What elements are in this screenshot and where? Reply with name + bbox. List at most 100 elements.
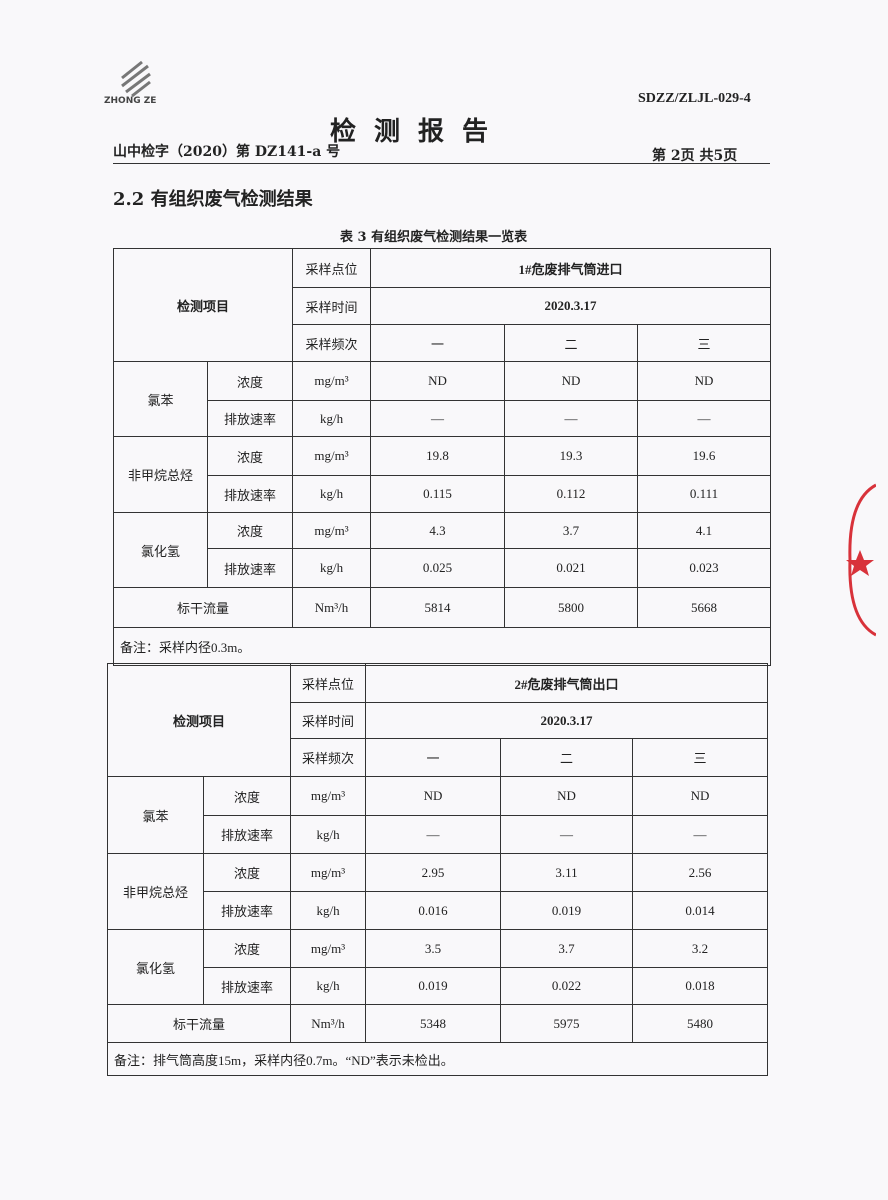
parameter: 浓度 bbox=[202, 853, 292, 892]
parameter: 浓度 bbox=[206, 361, 294, 401]
table-row: 排放速率 kg/h 0.025 0.021 0.023 bbox=[114, 548, 772, 588]
value-cell: 19.3 bbox=[504, 436, 639, 476]
pollutant-name: 氯化氢 bbox=[113, 512, 208, 588]
value-cell: 3.11 bbox=[500, 853, 634, 892]
flow-label: 标干流量 bbox=[112, 587, 294, 628]
table-caption: 表 3 有组织废气检测结果一览表 bbox=[340, 230, 528, 245]
value-cell: 0.019 bbox=[365, 967, 502, 1005]
table-row: 检测项目 采样点位 1#危废排气筒进口 bbox=[112, 248, 772, 362]
zhongze-logo-icon bbox=[121, 60, 151, 98]
section-title: 2.2 有组织废气检测结果 bbox=[113, 189, 313, 210]
flow-value: 5480 bbox=[632, 1004, 769, 1043]
sampling-point: 2#危废排气筒出口 bbox=[365, 663, 769, 703]
frequency-2: 二 bbox=[500, 738, 634, 777]
frequency-1: 一 bbox=[365, 738, 502, 777]
unit: kg/h bbox=[292, 475, 372, 513]
value-cell: ND bbox=[370, 361, 506, 401]
value-cell: 0.014 bbox=[632, 891, 769, 930]
table-row: 氯苯 浓度 mg/m³ ND ND ND bbox=[107, 776, 769, 854]
table-row: 采样频次一二三 bbox=[108, 738, 769, 777]
frequency-1: 一 bbox=[370, 324, 506, 362]
value-cell: ND bbox=[632, 776, 769, 816]
header-divider bbox=[113, 163, 770, 164]
value-cell: 0.115 bbox=[370, 475, 506, 513]
value-cell: 0.112 bbox=[504, 475, 639, 513]
value-cell: 3.5 bbox=[365, 929, 502, 968]
sampling-point: 1#危废排气筒进口 bbox=[370, 248, 772, 288]
value-cell: — bbox=[500, 815, 634, 854]
parameter: 排放速率 bbox=[206, 475, 294, 513]
value-cell: 0.025 bbox=[370, 548, 506, 588]
value-cell: ND bbox=[504, 361, 639, 401]
value-cell: 0.018 bbox=[632, 967, 769, 1005]
table-row: 氯化氢 浓度 mg/m³ 4.3 3.7 4.1 bbox=[113, 512, 772, 588]
unit: mg/m³ bbox=[292, 361, 372, 401]
freq-label: 采样频次 bbox=[290, 738, 367, 777]
value-cell: 4.1 bbox=[637, 512, 772, 549]
unit: kg/h bbox=[292, 400, 372, 437]
table-row: 采样时间 2020.3.17 bbox=[114, 287, 772, 325]
value-cell: 19.6 bbox=[637, 436, 772, 476]
value-cell: 0.019 bbox=[500, 891, 634, 930]
value-cell: 4.3 bbox=[370, 512, 506, 549]
flow-unit: Nm³/h bbox=[292, 587, 372, 628]
table-row: 标干流量 Nm³/h 5348 5975 5480 bbox=[106, 1004, 769, 1043]
parameter: 浓度 bbox=[206, 512, 294, 549]
parameter: 排放速率 bbox=[202, 815, 292, 854]
freq-label: 采样频次 bbox=[292, 324, 372, 362]
sampling-time: 2020.3.17 bbox=[365, 702, 769, 739]
table-row: 排放速率 kg/h — — — bbox=[114, 400, 772, 437]
report-number: 山中检字（2020）第 DZ141-a 号 bbox=[113, 144, 341, 160]
flow-unit: Nm³/h bbox=[290, 1004, 367, 1043]
time-label: 采样时间 bbox=[292, 287, 372, 325]
parameter: 浓度 bbox=[206, 436, 294, 476]
value-cell: — bbox=[632, 815, 769, 854]
parameter: 浓度 bbox=[202, 776, 292, 816]
unit: mg/m³ bbox=[292, 436, 372, 476]
item-header: 检测项目 bbox=[106, 663, 292, 777]
table-row: 排放速率 kg/h 0.115 0.112 0.111 bbox=[114, 475, 772, 513]
point-label: 采样点位 bbox=[290, 663, 367, 703]
value-cell: 0.021 bbox=[504, 548, 639, 588]
logo-text: ZHONG ZE bbox=[104, 96, 157, 106]
table-row: 检测项目 采样点位 2#危废排气筒出口 bbox=[106, 663, 769, 777]
results-table-1: 检测项目 采样点位 1#危废排气筒进口 采样时间 2020.3.17 采样频次一二三氯苯浓… bbox=[112, 248, 772, 666]
table-row: 排放速率 kg/h — — — bbox=[108, 815, 769, 854]
point-label: 采样点位 bbox=[292, 248, 372, 288]
page-number: 第 2页 共5页 bbox=[652, 148, 738, 164]
value-cell: — bbox=[370, 400, 506, 437]
pollutant-name: 非甲烷总烃 bbox=[113, 436, 208, 513]
parameter: 排放速率 bbox=[206, 548, 294, 588]
frequency-2: 二 bbox=[504, 324, 639, 362]
flow-value: 5975 bbox=[500, 1004, 634, 1043]
results-table-2: 检测项目 采样点位 2#危废排气筒出口 采样时间 2020.3.17 采样频次一二三氯苯浓… bbox=[106, 663, 769, 1076]
pollutant-name: 氯化氢 bbox=[107, 929, 204, 1005]
value-cell: 2.56 bbox=[632, 853, 769, 892]
frequency-3: 三 bbox=[632, 738, 769, 777]
red-seal-stamp-icon bbox=[846, 483, 876, 637]
parameter: 排放速率 bbox=[206, 400, 294, 437]
time-label: 采样时间 bbox=[290, 702, 367, 739]
unit: kg/h bbox=[292, 548, 372, 588]
parameter: 排放速率 bbox=[202, 891, 292, 930]
table-row: 排放速率 kg/h 0.019 0.022 0.018 bbox=[108, 967, 769, 1005]
table-note: 备注：排气筒高度15m，采样内径0.7m。“ND”表示未检出。 bbox=[106, 1042, 769, 1076]
pollutant-name: 非甲烷总烃 bbox=[107, 853, 204, 930]
table-row: 非甲烷总烃 浓度 mg/m³ 2.95 3.11 2.56 bbox=[107, 853, 769, 930]
value-cell: ND bbox=[500, 776, 634, 816]
unit: mg/m³ bbox=[290, 929, 367, 968]
flow-value: 5668 bbox=[637, 587, 772, 628]
table-row: 备注：采样内径0.3m。 bbox=[112, 627, 772, 666]
value-cell: — bbox=[365, 815, 502, 854]
value-cell: — bbox=[504, 400, 639, 437]
flow-value: 5800 bbox=[504, 587, 639, 628]
parameter: 排放速率 bbox=[202, 967, 292, 1005]
value-cell: 2.95 bbox=[365, 853, 502, 892]
value-cell: 3.2 bbox=[632, 929, 769, 968]
value-cell: ND bbox=[365, 776, 502, 816]
table-row: 非甲烷总烃 浓度 mg/m³ 19.8 19.3 19.6 bbox=[113, 436, 772, 513]
unit: mg/m³ bbox=[290, 853, 367, 892]
value-cell: 0.022 bbox=[500, 967, 634, 1005]
unit: kg/h bbox=[290, 891, 367, 930]
